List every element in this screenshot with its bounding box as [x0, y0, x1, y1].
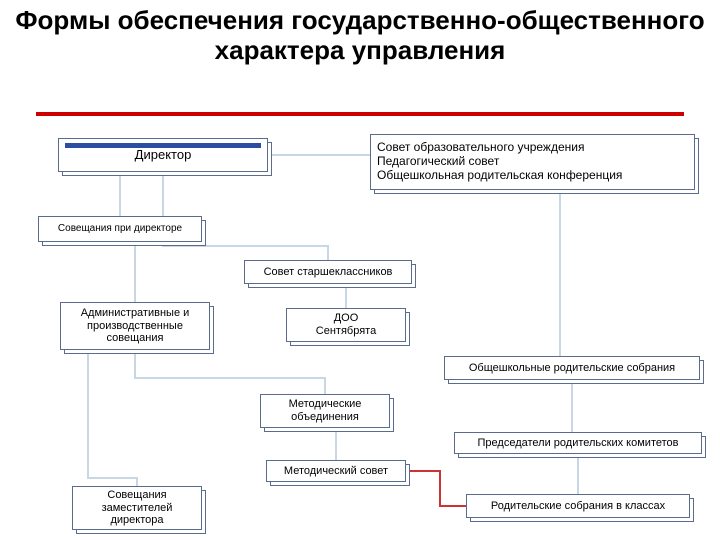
seniorCouncil-label: Совет старшеклассников — [264, 266, 393, 279]
council3-box: Совет образовательного учреждения Педаго… — [370, 134, 695, 190]
parentClass-box: Родительские собрания в классах — [466, 494, 690, 518]
method-box: Методические объединения — [260, 394, 390, 428]
parentAll-label: Общешкольные родительские собрания — [469, 362, 675, 375]
director-blue-bar — [65, 143, 261, 148]
seniorCouncil-box: Совет старшеклассников — [244, 260, 412, 284]
title-underline — [36, 112, 684, 116]
adminMeet-label: Административные и производственные сове… — [67, 307, 203, 345]
parentClass-label: Родительские собрания в классах — [491, 500, 665, 513]
chairs-label: Председатели родительских комитетов — [478, 437, 679, 450]
edge-methodCouncil-parentClass — [406, 471, 466, 506]
edge-adminMeet-deputyMeet — [88, 350, 137, 486]
doo-box: ДОО Сентябрята — [286, 308, 406, 342]
method-label: Методические объединения — [267, 398, 383, 423]
meetingsDir-label: Совещания при директоре — [58, 223, 182, 235]
council3-label: Совет образовательного учреждения Педаго… — [377, 141, 622, 182]
doo-label: ДОО Сентябрята — [316, 312, 376, 337]
director-label: Директор — [135, 148, 192, 163]
methodCouncil-box: Методический совет — [266, 460, 406, 482]
meetingsDir-box: Совещания при директоре — [38, 216, 202, 242]
chairs-box: Председатели родительских комитетов — [454, 432, 702, 454]
edge-adminMeet-method — [135, 350, 325, 394]
slide: Формы обеспечения государственно-обществ… — [0, 0, 720, 540]
parentAll-box: Общешкольные родительские собрания — [444, 356, 700, 380]
methodCouncil-label: Методический совет — [284, 465, 388, 478]
adminMeet-box: Административные и производственные сове… — [60, 302, 210, 350]
deputyMeet-box: Совещания заместителей директора — [72, 486, 202, 530]
director-box: Директор — [58, 138, 268, 172]
deputyMeet-label: Совещания заместителей директора — [79, 489, 195, 527]
slide-title: Формы обеспечения государственно-обществ… — [0, 6, 720, 66]
